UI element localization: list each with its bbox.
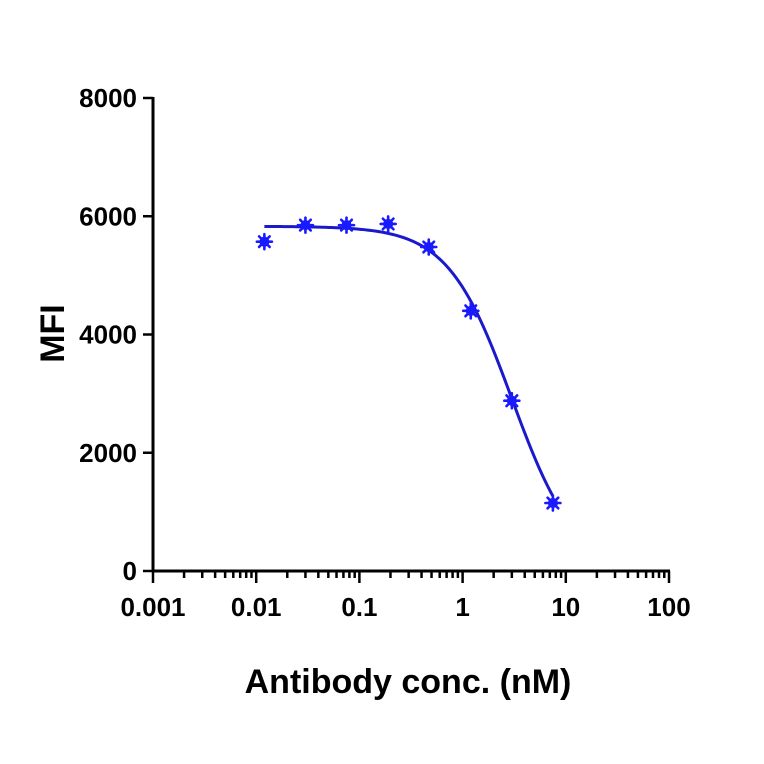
y-ticks: 0 2000 4000 6000 8000 xyxy=(79,83,153,586)
data-point xyxy=(503,391,521,410)
data-points-layer xyxy=(255,215,562,512)
data-point xyxy=(296,216,315,234)
y-axis-label: MFI xyxy=(34,304,72,363)
axes-layer xyxy=(151,97,670,573)
data-point xyxy=(544,494,562,512)
x-tick-label: 1 xyxy=(455,592,469,622)
data-point xyxy=(419,238,438,256)
x-ticks: 0.001 0.01 0.1 1 10 100 xyxy=(120,571,691,622)
y-tick-label: 8000 xyxy=(79,83,137,113)
data-point xyxy=(379,215,397,233)
x-axis-label: Antibody conc. (nM) xyxy=(245,663,572,701)
fit-curve xyxy=(264,224,555,497)
data-point xyxy=(255,232,274,251)
y-tick-label: 2000 xyxy=(79,438,137,468)
fit-curve-layer xyxy=(264,224,555,497)
x-tick-label: 0.1 xyxy=(341,592,377,622)
y-tick-label: 4000 xyxy=(79,320,137,350)
data-point xyxy=(337,216,356,234)
x-tick-label: 100 xyxy=(647,592,690,622)
x-tick-label: 10 xyxy=(551,592,580,622)
x-tick-label: 0.001 xyxy=(120,592,185,622)
y-tick-label: 0 xyxy=(123,556,137,586)
x-tick-label: 0.01 xyxy=(231,592,282,622)
data-point xyxy=(461,302,480,320)
y-tick-label: 6000 xyxy=(79,201,137,231)
